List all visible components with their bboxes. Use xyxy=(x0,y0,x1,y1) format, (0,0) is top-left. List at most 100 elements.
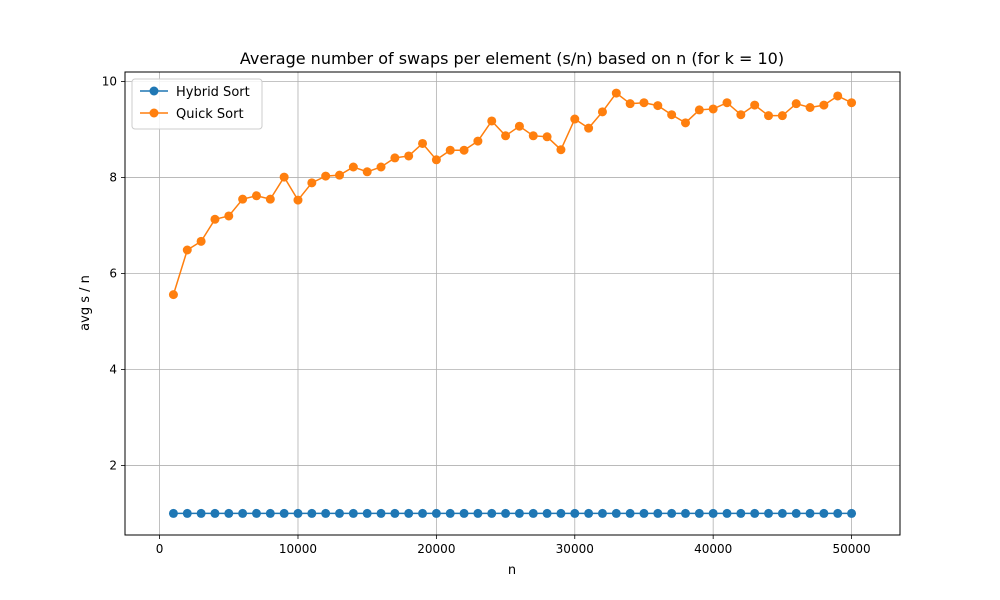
data-point xyxy=(791,508,801,518)
x-tick-label: 0 xyxy=(156,542,164,556)
data-point xyxy=(639,508,649,518)
y-tick-label: 10 xyxy=(102,75,117,89)
data-point xyxy=(224,211,234,221)
data-point xyxy=(321,508,331,518)
data-point xyxy=(680,508,690,518)
data-point xyxy=(694,105,704,115)
legend-swatch-marker xyxy=(149,86,159,96)
x-tick-label: 40000 xyxy=(694,542,732,556)
data-point xyxy=(168,508,178,518)
data-point xyxy=(182,245,192,255)
data-point xyxy=(750,508,760,518)
legend-item: Hybrid Sort xyxy=(140,85,250,100)
data-point xyxy=(238,508,248,518)
data-point xyxy=(847,98,857,108)
x-tick-label: 10000 xyxy=(279,542,317,556)
data-point xyxy=(694,508,704,518)
chart-title: Average number of swaps per element (s/n… xyxy=(240,49,784,68)
data-point xyxy=(847,508,857,518)
data-point xyxy=(597,107,607,117)
data-point xyxy=(542,132,552,142)
series-layer xyxy=(168,88,857,518)
data-point xyxy=(653,508,663,518)
series-hybrid-sort xyxy=(168,508,857,518)
data-point xyxy=(473,136,483,146)
data-point xyxy=(362,167,372,177)
data-point xyxy=(251,508,261,518)
data-point xyxy=(777,508,787,518)
data-point xyxy=(625,99,635,109)
data-point xyxy=(390,153,400,163)
data-point xyxy=(431,155,441,165)
legend-label: Hybrid Sort xyxy=(176,85,250,100)
data-point xyxy=(805,103,815,113)
data-point xyxy=(667,508,677,518)
data-point xyxy=(597,508,607,518)
data-point xyxy=(501,508,511,518)
data-point xyxy=(487,116,497,126)
data-point xyxy=(777,111,787,121)
y-axis-label: avg s / n xyxy=(78,275,93,331)
data-point xyxy=(459,145,469,155)
x-axis-label: n xyxy=(508,563,516,578)
data-point xyxy=(224,508,234,518)
x-tick-label: 50000 xyxy=(832,542,870,556)
data-point xyxy=(722,98,732,108)
data-point xyxy=(736,508,746,518)
grid xyxy=(125,72,900,535)
data-point xyxy=(307,178,317,188)
data-point xyxy=(404,151,414,161)
data-point xyxy=(210,508,220,518)
data-point xyxy=(833,91,843,101)
data-point xyxy=(210,214,220,224)
data-point xyxy=(459,508,469,518)
data-point xyxy=(279,172,289,182)
data-point xyxy=(611,88,621,98)
data-point xyxy=(570,508,580,518)
plot-frame xyxy=(124,71,901,536)
data-point xyxy=(653,101,663,111)
data-point xyxy=(556,508,566,518)
data-point xyxy=(376,508,386,518)
data-point xyxy=(182,508,192,518)
data-point xyxy=(791,99,801,109)
y-tick-label: 8 xyxy=(109,171,117,185)
data-point xyxy=(584,508,594,518)
data-point xyxy=(362,508,372,518)
y-tick-label: 4 xyxy=(109,362,117,376)
data-point xyxy=(805,508,815,518)
data-point xyxy=(819,508,829,518)
data-point xyxy=(265,508,275,518)
data-point xyxy=(390,508,400,518)
data-point xyxy=(764,508,774,518)
data-point xyxy=(279,508,289,518)
data-point xyxy=(321,171,331,181)
x-tick-label: 20000 xyxy=(417,542,455,556)
data-point xyxy=(764,111,774,121)
data-point xyxy=(542,508,552,518)
data-point xyxy=(335,170,345,180)
data-point xyxy=(487,508,497,518)
data-point xyxy=(708,508,718,518)
data-point xyxy=(528,131,538,141)
data-point xyxy=(570,114,580,124)
data-point xyxy=(376,162,386,172)
data-point xyxy=(251,191,261,201)
data-point xyxy=(708,104,718,114)
axis-ticks: 0 10000 20000 30000 40000 50000 2 4 6 8 10 xyxy=(102,75,871,556)
data-point xyxy=(736,110,746,120)
data-point xyxy=(833,508,843,518)
data-point xyxy=(196,236,206,246)
data-point xyxy=(750,100,760,110)
data-point xyxy=(348,162,358,172)
data-point xyxy=(819,100,829,110)
data-point xyxy=(265,194,275,204)
series-line xyxy=(172,92,852,295)
data-point xyxy=(473,508,483,518)
data-point xyxy=(293,195,303,205)
data-point xyxy=(445,508,455,518)
data-point xyxy=(445,145,455,155)
data-point xyxy=(307,508,317,518)
data-point xyxy=(584,123,594,133)
